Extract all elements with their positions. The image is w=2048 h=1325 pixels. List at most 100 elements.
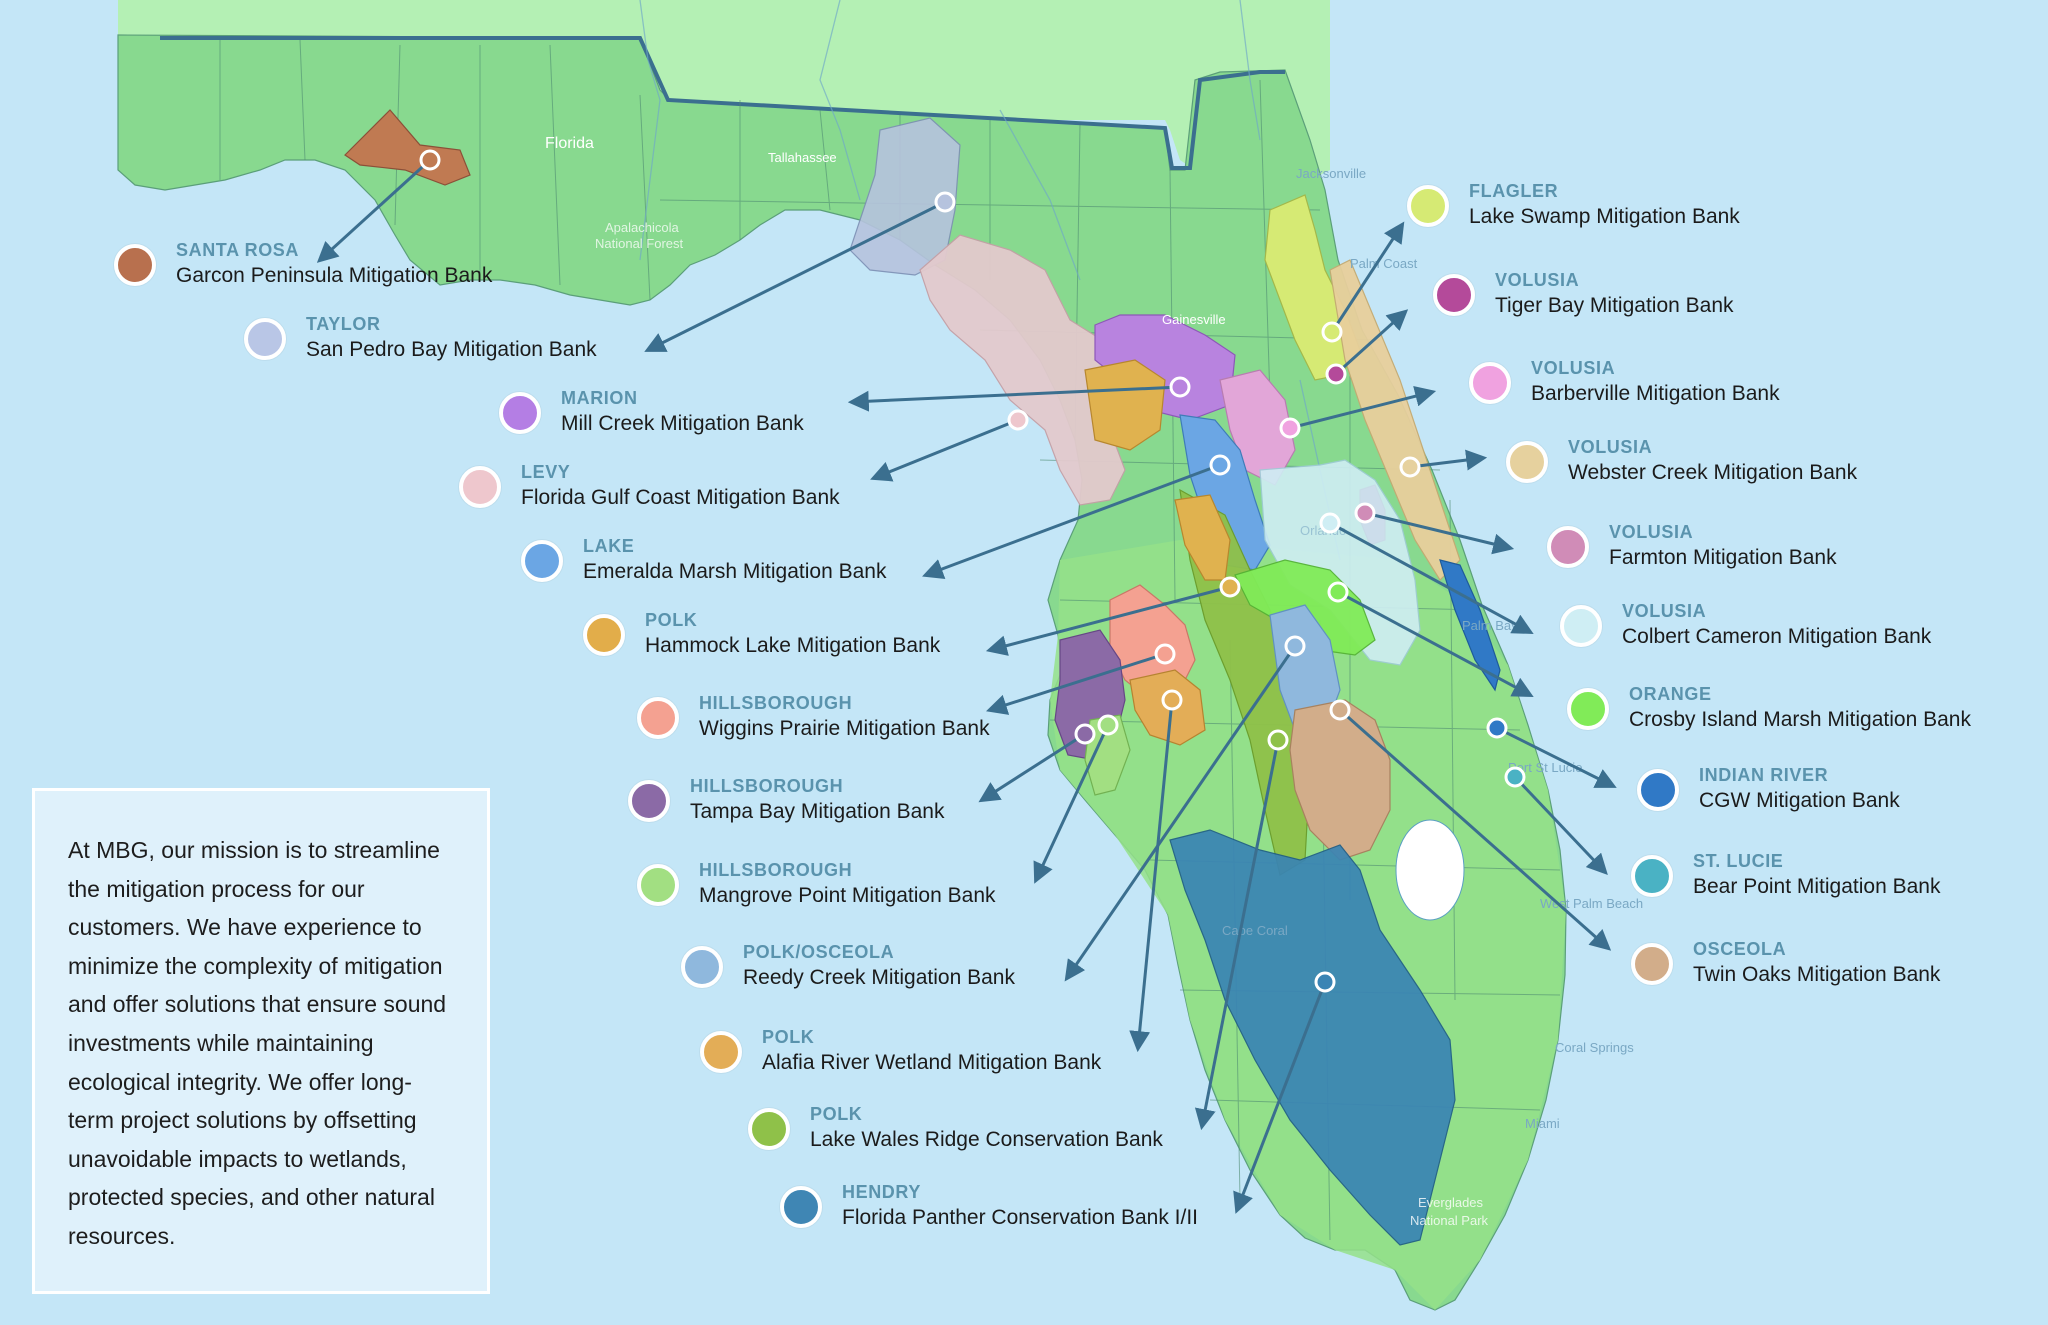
- legend-text: INDIAN RIVER CGW Mitigation Bank: [1699, 764, 1900, 816]
- legend-bank-name: Farmton Mitigation Bank: [1609, 546, 1837, 569]
- legend-alafia-river[interactable]: POLK Alafia River Wetland Mitigation Ban…: [700, 1026, 1101, 1078]
- legend-county: POLK: [810, 1104, 863, 1124]
- pin-marion[interactable]: [1169, 376, 1191, 398]
- legend-mangrove-point[interactable]: HILLSBOROUGH Mangrove Point Mitigation B…: [637, 859, 996, 911]
- legend-hammock-lake[interactable]: POLK Hammock Lake Mitigation Bank: [583, 609, 940, 661]
- legend-twin-oaks[interactable]: OSCEOLA Twin Oaks Mitigation Bank: [1631, 938, 1940, 990]
- label-palm-bay: Palm Bay: [1462, 618, 1518, 633]
- legend-dot-icon: [1547, 526, 1589, 568]
- legend-dot-icon: [459, 466, 501, 508]
- legend-bank-name: Lake Swamp Mitigation Bank: [1469, 205, 1740, 228]
- legend-bank-name: Crosby Island Marsh Mitigation Bank: [1629, 708, 1971, 731]
- legend-bank-name: Webster Creek Mitigation Bank: [1568, 461, 1858, 484]
- pin-santa-rosa[interactable]: [419, 149, 441, 171]
- legend-farmton[interactable]: VOLUSIA Farmton Mitigation Bank: [1547, 521, 1837, 573]
- pin-levy[interactable]: [1007, 409, 1029, 431]
- legend-text: VOLUSIA Colbert Cameron Mitigation Bank: [1622, 600, 1931, 652]
- region-levy-gulf: [919, 234, 1126, 506]
- legend-reedy-creek[interactable]: POLK/OSCEOLA Reedy Creek Mitigation Bank: [681, 941, 1015, 993]
- legend-marion[interactable]: MARION Mill Creek Mitigation Bank: [499, 387, 804, 439]
- pin-tampa-bay[interactable]: [1074, 723, 1096, 745]
- pin-reedy-creek[interactable]: [1284, 635, 1306, 657]
- legend-dot-icon: [681, 946, 723, 988]
- legend-colbert-cameron[interactable]: VOLUSIA Colbert Cameron Mitigation Bank: [1560, 600, 1931, 652]
- legend-dot-icon: [583, 614, 625, 656]
- legend-bank-name: Reedy Creek Mitigation Bank: [743, 966, 1015, 989]
- legend-levy[interactable]: LEVY Florida Gulf Coast Mitigation Bank: [459, 461, 840, 513]
- legend-text: HILLSBOROUGH Mangrove Point Mitigation B…: [699, 859, 996, 911]
- legend-dot-icon: [780, 1186, 822, 1228]
- pin-crosby[interactable]: [1327, 581, 1349, 603]
- legend-bank-name: Emeralda Marsh Mitigation Bank: [583, 560, 887, 583]
- legend-bear-point[interactable]: ST. LUCIE Bear Point Mitigation Bank: [1631, 850, 1940, 902]
- legend-webster-creek[interactable]: VOLUSIA Webster Creek Mitigation Bank: [1506, 436, 1857, 488]
- legend-cgw[interactable]: INDIAN RIVER CGW Mitigation Bank: [1637, 764, 1900, 816]
- arrow-taylor: [644, 200, 946, 352]
- legend-dot-icon: [1506, 441, 1548, 483]
- legend-bank-name: Mangrove Point Mitigation Bank: [699, 884, 996, 907]
- arrow-cgw: [1496, 726, 1617, 788]
- legend-dot-icon: [1433, 274, 1475, 316]
- legend-bank-name: Hammock Lake Mitigation Bank: [645, 634, 941, 657]
- arrow-santa-rosa: [316, 158, 432, 263]
- arrow-farmton: [1364, 511, 1515, 555]
- arrow-mangrove: [1033, 724, 1110, 884]
- legend-dot-icon: [1631, 855, 1673, 897]
- legend-barberville[interactable]: VOLUSIA Barberville Mitigation Bank: [1469, 357, 1780, 409]
- arrow-colbert: [1329, 521, 1534, 635]
- pin-mangrove[interactable]: [1097, 714, 1119, 736]
- pin-alafia[interactable]: [1161, 689, 1183, 711]
- arrow-twin-oaks: [1339, 708, 1612, 951]
- pin-barberville[interactable]: [1279, 417, 1301, 439]
- pin-hammock[interactable]: [1219, 576, 1241, 598]
- legend-tampa-bay[interactable]: HILLSBOROUGH Tampa Bay Mitigation Bank: [628, 775, 944, 827]
- pin-lake[interactable]: [1209, 454, 1231, 476]
- region-levy-orange: [1084, 359, 1166, 451]
- legend-county: HENDRY: [842, 1182, 921, 1202]
- legend-county: POLK: [645, 610, 698, 630]
- legend-text: TAYLOR San Pedro Bay Mitigation Bank: [306, 313, 597, 365]
- pin-wiggins[interactable]: [1154, 643, 1176, 665]
- legend-county: LEVY: [521, 462, 571, 482]
- region-mangrove-point: [1084, 714, 1131, 796]
- pin-farmton[interactable]: [1354, 502, 1376, 524]
- arrow-alafia: [1129, 699, 1174, 1053]
- legend-florida-panther[interactable]: HENDRY Florida Panther Conservation Bank…: [780, 1181, 1198, 1233]
- legend-dot-icon: [637, 864, 679, 906]
- legend-text: OSCEOLA Twin Oaks Mitigation Bank: [1693, 938, 1940, 990]
- pin-taylor[interactable]: [934, 191, 956, 213]
- legend-bank-name: Bear Point Mitigation Bank: [1693, 875, 1941, 898]
- legend-bank-name: Colbert Cameron Mitigation Bank: [1622, 625, 1932, 648]
- pin-twin-oaks[interactable]: [1329, 699, 1351, 721]
- legend-text: HENDRY Florida Panther Conservation Bank…: [842, 1181, 1198, 1233]
- legend-lake-swamp[interactable]: FLAGLER Lake Swamp Mitigation Bank: [1407, 180, 1740, 232]
- label-gainesville: Gainesville: [1162, 312, 1226, 327]
- legend-lake[interactable]: LAKE Emeralda Marsh Mitigation Bank: [521, 535, 886, 587]
- legend-dot-icon: [1560, 605, 1602, 647]
- pin-lake-wales[interactable]: [1267, 729, 1289, 751]
- pin-cgw[interactable]: [1486, 717, 1508, 739]
- pin-flagler[interactable]: [1321, 321, 1343, 343]
- legend-county: SANTA ROSA: [176, 240, 299, 260]
- legend-county: VOLUSIA: [1568, 437, 1653, 457]
- legend-wiggins-prairie[interactable]: HILLSBOROUGH Wiggins Prairie Mitigation …: [637, 692, 990, 744]
- legend-text: MARION Mill Creek Mitigation Bank: [561, 387, 804, 439]
- pin-tiger-bay[interactable]: [1325, 363, 1347, 385]
- legend-bank-name: CGW Mitigation Bank: [1699, 789, 1900, 812]
- arrow-webster: [1409, 449, 1488, 471]
- pin-colbert[interactable]: [1319, 512, 1341, 534]
- legend-lake-wales-ridge[interactable]: POLK Lake Wales Ridge Conservation Bank: [748, 1103, 1163, 1155]
- legend-tiger-bay[interactable]: VOLUSIA Tiger Bay Mitigation Bank: [1433, 269, 1734, 321]
- legend-county: MARION: [561, 388, 638, 408]
- legend-santa-rosa[interactable]: SANTA ROSA Garcon Peninsula Mitigation B…: [114, 239, 492, 291]
- label-national-park: National Park: [1410, 1213, 1489, 1228]
- legend-dot-icon: [521, 540, 563, 582]
- pin-panther[interactable]: [1314, 971, 1336, 993]
- legend-crosby-island[interactable]: ORANGE Crosby Island Marsh Mitigation Ba…: [1567, 683, 1971, 735]
- legend-taylor[interactable]: TAYLOR San Pedro Bay Mitigation Bank: [244, 313, 597, 365]
- label-tallahassee: Tallahassee: [768, 150, 837, 165]
- legend-bank-name: San Pedro Bay Mitigation Bank: [306, 338, 597, 361]
- region-twin-oaks: [1289, 699, 1391, 861]
- pin-webster[interactable]: [1399, 456, 1421, 478]
- pin-bear-point[interactable]: [1504, 766, 1526, 788]
